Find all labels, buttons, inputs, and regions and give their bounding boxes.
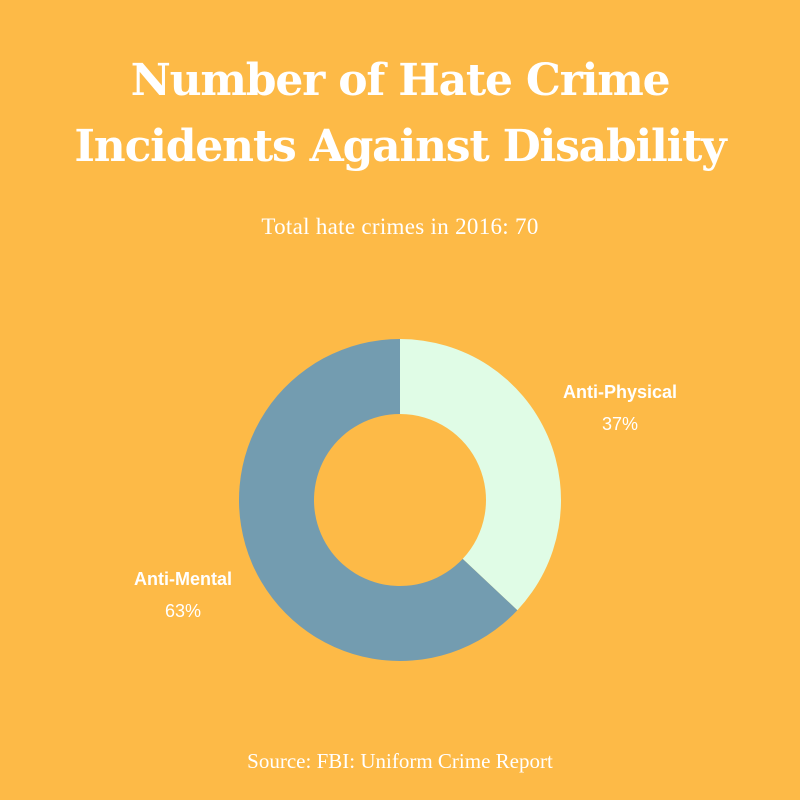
slice-value-anti-mental: 63% (165, 601, 201, 621)
slice-anti-mental (239, 338, 518, 661)
donut-slices (239, 338, 561, 661)
donut-labels: Anti-Physical 37% Anti-Mental 63% (134, 382, 677, 621)
slice-anti-physical (400, 339, 561, 611)
chart-subtitle: Total hate crimes in 2016: 70 (261, 214, 539, 239)
chart-title-line-2: Incidents Against Disability (74, 121, 726, 172)
chart-title-line-1: Number of Hate Crime (130, 55, 671, 106)
slice-label-anti-mental: Anti-Mental (134, 569, 232, 589)
source-note: Source: FBI: Uniform Crime Report (247, 749, 553, 773)
slice-label-anti-physical: Anti-Physical (563, 382, 677, 402)
chart-title: Number of Hate Crime Incidents Against D… (0, 48, 800, 180)
slice-value-anti-physical: 37% (602, 414, 638, 434)
